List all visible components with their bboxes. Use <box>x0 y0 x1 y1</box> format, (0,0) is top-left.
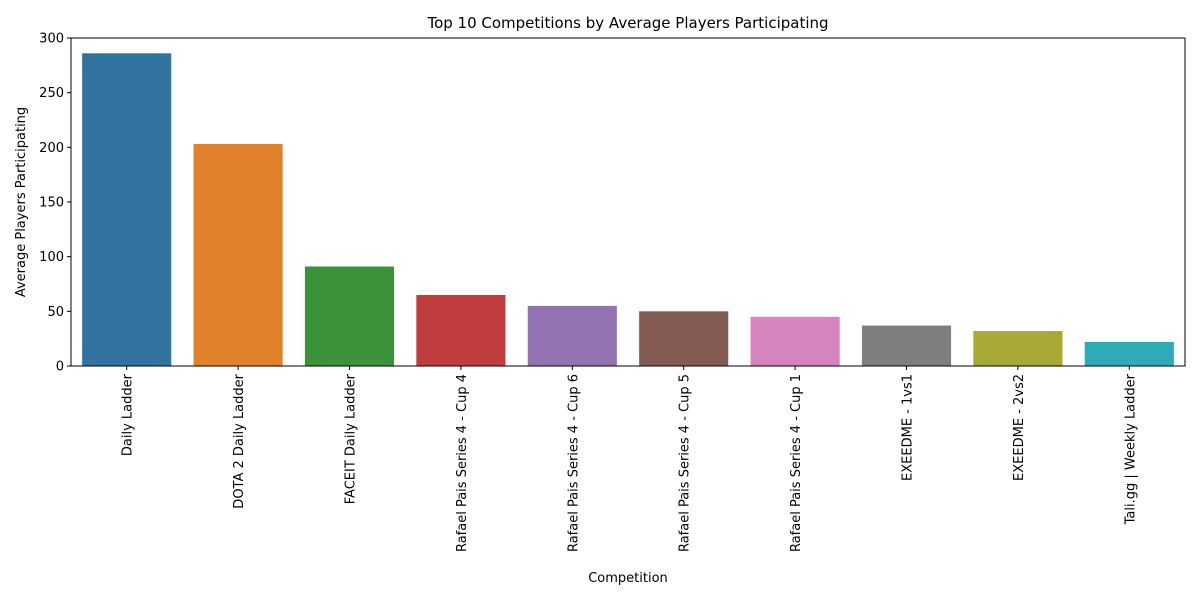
bar-8 <box>861 325 952 366</box>
y-tick-label: 300 <box>39 32 64 47</box>
bar-6 <box>639 311 729 366</box>
x-tick-label: EXEEDME - 1vs1 <box>901 374 916 481</box>
bar-4 <box>416 294 506 366</box>
bar-9 <box>973 331 1063 366</box>
y-tick-label: 200 <box>39 141 64 156</box>
bar-2 <box>193 144 283 366</box>
y-axis: 0 50 100 150 200 250 300 <box>39 32 71 375</box>
x-tick-label: Tali.gg | Weekly Ladder <box>1123 373 1138 525</box>
x-tick-label: Daily Ladder <box>121 373 136 456</box>
bar-10 <box>1084 341 1174 366</box>
x-tick-label: DOTA 2 Daily Ladder <box>232 373 247 508</box>
bar-7 <box>750 316 840 366</box>
x-tick-label: Rafael Pais Series 4 - Cup 6 <box>566 374 581 552</box>
y-tick-label: 100 <box>39 250 64 265</box>
x-tick-label: Rafael Pais Series 4 - Cup 5 <box>678 374 693 552</box>
bar-5 <box>527 305 617 366</box>
bar-1 <box>82 53 172 366</box>
x-tick-label: Rafael Pais Series 4 - Cup 1 <box>789 374 804 552</box>
y-tick-label: 50 <box>47 305 64 320</box>
y-tick-label: 150 <box>39 196 64 211</box>
bar-3 <box>304 266 395 366</box>
plot-frame <box>70 37 1186 367</box>
bars-group <box>82 53 1174 366</box>
chart-title: Top 10 Competitions by Average Players P… <box>426 14 828 32</box>
y-tick-label: 250 <box>39 86 64 101</box>
y-axis-label: Average Players Participating <box>14 107 29 297</box>
y-tick-label: 0 <box>56 360 64 375</box>
x-axis: Daily Ladder DOTA 2 Daily Ladder FACEIT Da… <box>121 366 1138 552</box>
x-axis-label: Competition <box>588 571 668 586</box>
x-tick-label: EXEEDME - 2vs2 <box>1012 374 1027 481</box>
x-tick-label: Rafael Pais Series 4 - Cup 4 <box>455 374 470 552</box>
x-tick-label: FACEIT Daily Ladder <box>344 373 359 504</box>
